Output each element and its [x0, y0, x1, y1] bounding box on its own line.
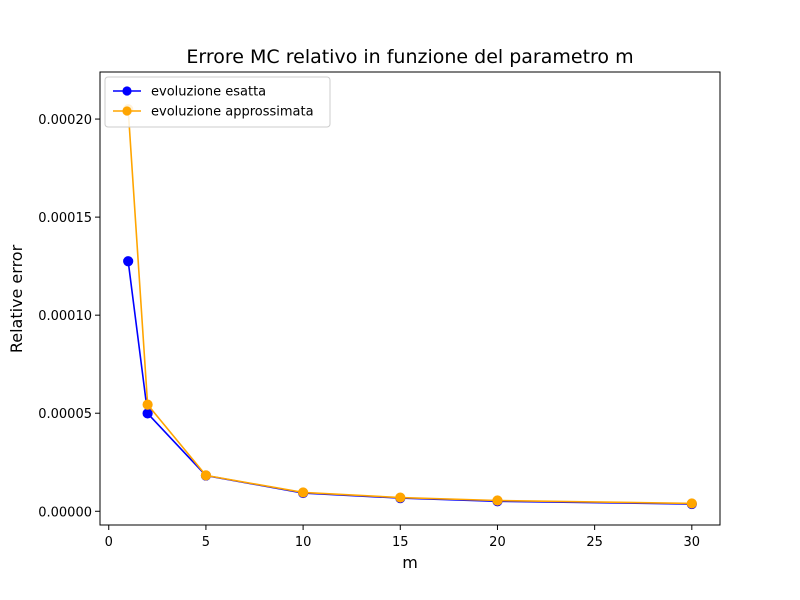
series-1-point: [123, 256, 134, 267]
x-tick-label: 25: [586, 535, 603, 550]
plot-area: 0 5 10 15 20 25 30 0.00000 0.00005 0.00010 0.00015…: [38, 71, 721, 550]
series-2-point: [686, 498, 697, 509]
chart-title: Errore MC relativo in funzione del param…: [186, 46, 633, 68]
legend-box: [104, 76, 331, 128]
y-tick-label: 0.00020: [38, 113, 92, 128]
series-2-point: [200, 470, 212, 481]
legend-label-1: evoluzione esatta: [151, 85, 266, 100]
series-2-point: [298, 487, 309, 498]
axes-frame: [99, 71, 721, 526]
series-2-point: [142, 399, 153, 410]
x-tick-label: 30: [684, 535, 701, 550]
x-tick-label: 10: [295, 535, 312, 550]
series-1-point: [142, 408, 153, 419]
legend-marker-1: [122, 86, 132, 96]
x-tick-label: 15: [392, 535, 409, 550]
y-axis-label: Relative error: [7, 244, 26, 353]
y-tick-label: 0.00005: [38, 407, 92, 422]
y-tick-label: 0.00000: [38, 505, 92, 520]
y-tick-label: 0.00010: [38, 309, 92, 324]
series-2-point: [395, 492, 406, 503]
legend-label-2: evoluzione approssimata: [151, 105, 314, 120]
x-tick-label: 5: [202, 535, 210, 550]
series-2-point: [492, 495, 503, 506]
y-tick-label: 0.00015: [38, 211, 92, 226]
legend-marker-2: [122, 106, 132, 116]
x-tick-label: 20: [489, 535, 506, 550]
x-tick-label: 0: [105, 535, 113, 550]
x-axis-label: m: [402, 553, 418, 572]
